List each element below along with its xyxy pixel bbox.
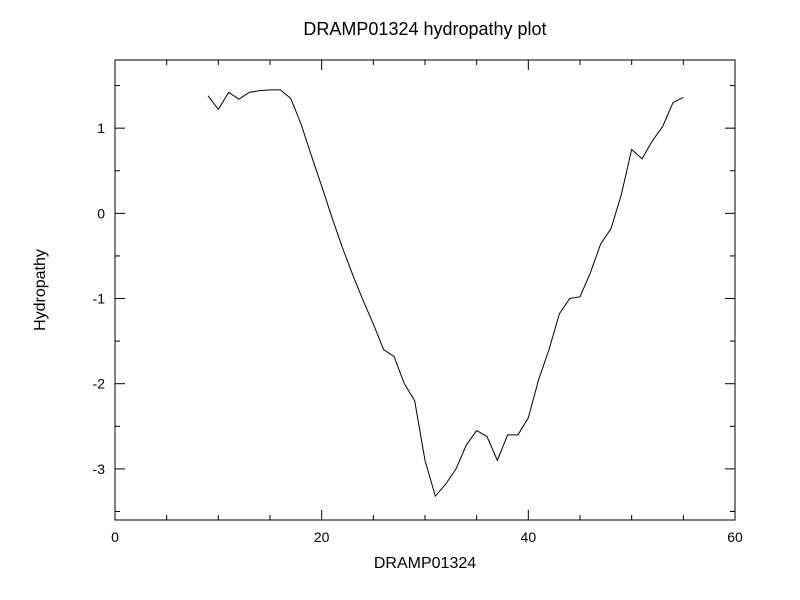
x-axis-label: DRAMP01324 xyxy=(374,555,476,572)
plot-border xyxy=(115,60,735,520)
x-tick-label: 0 xyxy=(111,529,119,545)
y-axis-label: Hydropathy xyxy=(32,249,49,331)
x-tick-label: 60 xyxy=(727,529,743,545)
y-tick-label: -3 xyxy=(93,461,106,477)
y-tick-label: -1 xyxy=(93,291,106,307)
x-tick-label: 40 xyxy=(521,529,537,545)
y-tick-label: 0 xyxy=(97,205,105,221)
chart-svg: 0 20 40 60 -3 -2 -1 0 1 DRAMP01324 hydropathy plo… xyxy=(0,0,800,600)
y-tick-label: 1 xyxy=(97,120,105,136)
y-tick-label: -2 xyxy=(93,376,106,392)
hydropathy-line xyxy=(208,90,683,496)
hydropathy-chart: 0 20 40 60 -3 -2 -1 0 1 DRAMP01324 hydropathy plo… xyxy=(0,0,800,600)
chart-title: DRAMP01324 hydropathy plot xyxy=(303,19,546,39)
x-tick-label: 20 xyxy=(314,529,330,545)
